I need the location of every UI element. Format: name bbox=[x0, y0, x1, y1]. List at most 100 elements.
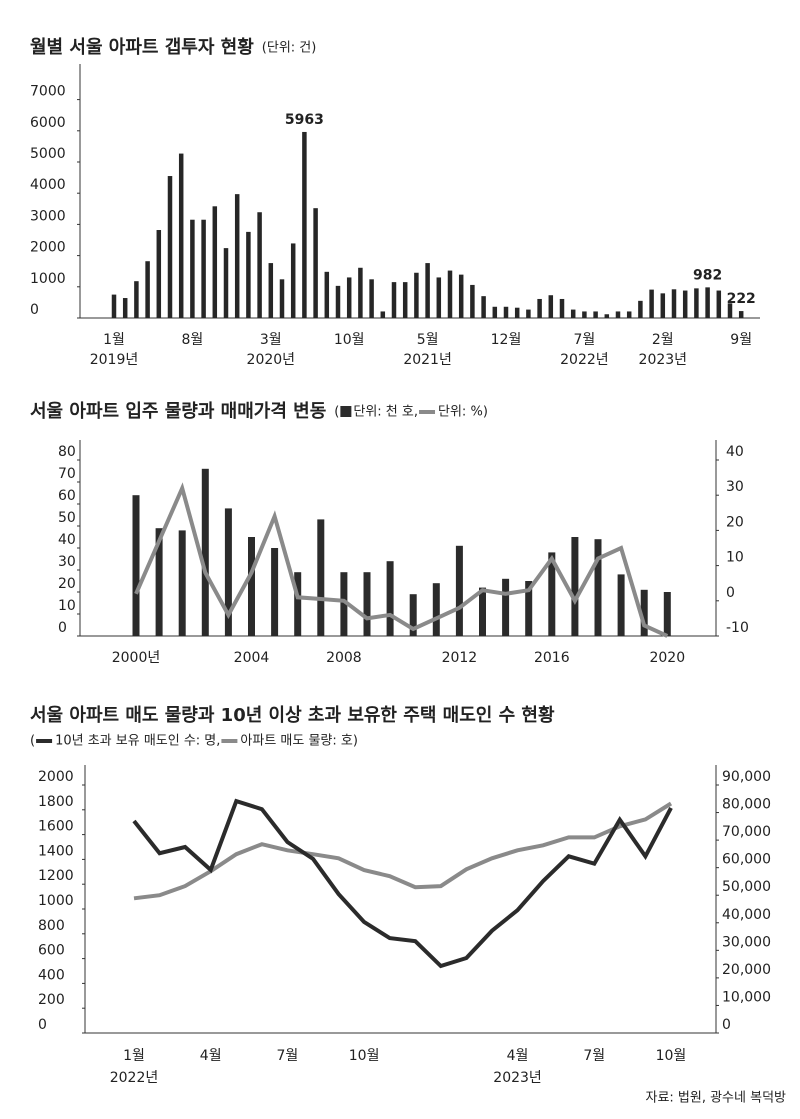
bar bbox=[455, 545, 463, 636]
y-tick-label: 40 bbox=[58, 532, 76, 548]
legend-label: 단위: % bbox=[438, 405, 483, 420]
bar bbox=[727, 303, 733, 318]
x-tick-label: 4월 bbox=[200, 1048, 222, 1064]
x-tick-label: 7월 bbox=[277, 1048, 299, 1064]
y-tick-label: 0 bbox=[38, 1017, 47, 1033]
x-tick-label: 2012 bbox=[442, 650, 478, 666]
line bbox=[133, 801, 673, 901]
bar bbox=[617, 574, 625, 636]
y-tick-label: 0 bbox=[30, 302, 39, 318]
bar bbox=[132, 495, 140, 636]
x-tick-label: 2월 bbox=[652, 332, 674, 348]
source: 자료: 법원, 광수네 복덕방 bbox=[645, 1091, 786, 1106]
legend-punct: ( bbox=[30, 734, 35, 749]
y-tick-label: 70 bbox=[58, 466, 76, 482]
chart-subtitle: (단위: 건) bbox=[262, 41, 317, 56]
bar bbox=[470, 284, 475, 318]
x-tick-label: 2016 bbox=[534, 650, 570, 666]
legend-label: 아파트 매도 물량: 호 bbox=[240, 734, 352, 749]
y-tick-label: 20 bbox=[58, 576, 76, 592]
bar bbox=[156, 230, 162, 318]
y2-tick-label: 30 bbox=[726, 479, 744, 495]
bar bbox=[716, 290, 722, 318]
bar bbox=[593, 311, 598, 318]
bar bbox=[167, 176, 173, 318]
x-tick-label: 2008 bbox=[326, 650, 362, 666]
x-group-label: 2022년 bbox=[560, 352, 609, 368]
bar bbox=[694, 288, 699, 318]
bar bbox=[705, 287, 710, 318]
bar bbox=[145, 261, 150, 318]
bar bbox=[615, 311, 621, 318]
x-group-label: 2021년 bbox=[403, 352, 452, 368]
bar bbox=[682, 290, 688, 318]
y-tick-label: 1000 bbox=[30, 271, 66, 287]
y-tick-label: 3000 bbox=[30, 208, 66, 224]
bar bbox=[111, 294, 117, 318]
x-group-label: 2020년 bbox=[247, 352, 296, 368]
bar bbox=[649, 289, 654, 318]
y2-tick-label: 70,000 bbox=[722, 824, 771, 840]
bar bbox=[640, 589, 648, 636]
bar bbox=[212, 206, 218, 318]
x-tick-label: 10월 bbox=[349, 1048, 380, 1064]
y2-tick-label: 0 bbox=[726, 585, 735, 601]
bar bbox=[594, 539, 602, 636]
x-tick-label: 3월 bbox=[260, 332, 282, 348]
y-tick-label: 800 bbox=[38, 918, 65, 934]
x-group-label: 2023년 bbox=[493, 1070, 542, 1086]
bar bbox=[638, 300, 643, 318]
bar bbox=[363, 572, 371, 636]
y2-tick-label: 90,000 bbox=[722, 769, 771, 785]
bar bbox=[414, 272, 419, 318]
bar bbox=[380, 311, 386, 318]
bar bbox=[570, 309, 576, 318]
bar bbox=[201, 219, 206, 318]
x-tick-label: 2004 bbox=[234, 650, 270, 666]
bar bbox=[369, 279, 374, 318]
bar bbox=[201, 468, 209, 636]
y2-tick-label: 0 bbox=[722, 1017, 731, 1033]
bar bbox=[425, 263, 430, 318]
bar bbox=[526, 309, 531, 318]
bar bbox=[660, 293, 666, 318]
y-tick-label: 60 bbox=[58, 488, 76, 504]
y-tick-label: 6000 bbox=[30, 115, 66, 131]
x-tick-label: 10월 bbox=[334, 332, 365, 348]
bar bbox=[268, 263, 274, 318]
bar bbox=[571, 537, 579, 636]
legend-swatch bbox=[340, 406, 352, 417]
line bbox=[132, 798, 673, 969]
bar bbox=[537, 298, 542, 318]
bar bbox=[224, 508, 232, 636]
x-tick-label: 7월 bbox=[583, 1048, 605, 1064]
bar bbox=[458, 274, 464, 318]
bar bbox=[481, 296, 486, 318]
x-group-label: 2023년 bbox=[639, 352, 688, 368]
legend-punct: ) bbox=[353, 734, 358, 749]
x-tick-label: 7월 bbox=[574, 332, 596, 348]
x-tick-label: 1월 bbox=[103, 332, 125, 348]
x-tick-label: 8월 bbox=[182, 332, 204, 348]
y2-tick-label: 60,000 bbox=[722, 852, 771, 868]
x-tick-label: 2000년 bbox=[112, 650, 161, 666]
y-tick-label: 30 bbox=[58, 554, 76, 570]
y-tick-label: 5000 bbox=[30, 146, 66, 162]
bar bbox=[248, 537, 255, 636]
bar bbox=[246, 231, 251, 318]
legend-label: 10년 초과 보유 매도인 수: 명 bbox=[55, 734, 216, 749]
x-tick-label: 9월 bbox=[730, 332, 752, 348]
bar bbox=[234, 194, 240, 318]
bar bbox=[402, 282, 408, 318]
bar bbox=[257, 212, 262, 318]
bar bbox=[178, 153, 184, 318]
value-label: 222 bbox=[727, 291, 756, 307]
y-tick-label: 7000 bbox=[30, 84, 66, 100]
bar bbox=[386, 561, 394, 636]
y-tick-label: 4000 bbox=[30, 177, 66, 193]
bar bbox=[290, 243, 296, 318]
y-tick-label: 1000 bbox=[38, 893, 74, 909]
x-group-label: 2019년 bbox=[90, 352, 139, 368]
y2-tick-label: 20 bbox=[726, 514, 744, 530]
